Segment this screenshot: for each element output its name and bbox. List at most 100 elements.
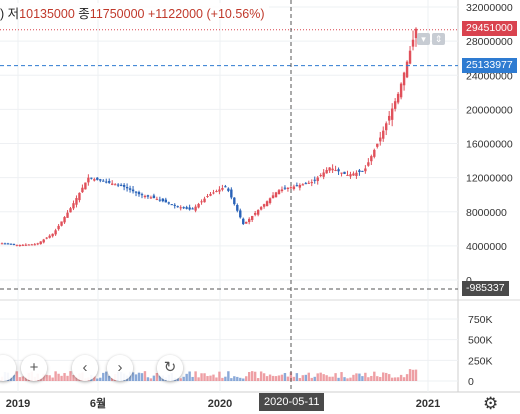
candle-body [405, 61, 409, 78]
ohlc-legend: ) 저10135000 종11750000 +1122000 (+10.56%) [0, 3, 269, 21]
candle-body [137, 192, 141, 195]
candle-body [313, 179, 316, 181]
volume-bar [137, 372, 141, 381]
volume-bar [12, 374, 16, 381]
volume-bar [206, 376, 209, 381]
volume-bar [414, 369, 418, 381]
candle-body [9, 243, 13, 245]
volume-bar [182, 376, 185, 381]
candle-body [173, 204, 176, 206]
candle-body [265, 201, 269, 207]
volume-bar [376, 376, 379, 381]
volume-bar [176, 378, 179, 381]
volume-bar [361, 376, 364, 381]
candle-body [209, 193, 212, 196]
candle-body [253, 213, 257, 215]
volume-bar [24, 376, 28, 381]
candle-body [158, 199, 162, 201]
candle-body [125, 187, 129, 189]
candle-body [322, 172, 325, 177]
volume-bar [96, 378, 99, 381]
volume-bar [277, 375, 281, 381]
volume-bar [382, 372, 385, 381]
volume-bar [203, 373, 206, 381]
candle-body [337, 169, 340, 172]
candle-body [33, 244, 36, 246]
candle-body [203, 198, 206, 203]
volume-bar [45, 374, 48, 381]
candle-body [283, 187, 287, 189]
volume-bar [390, 377, 394, 381]
candle-body [319, 175, 322, 177]
zoom-in-button[interactable]: + [21, 355, 47, 381]
scroll-left-button[interactable] [0, 355, 16, 381]
volume-bar [57, 373, 60, 381]
volume-bar [301, 375, 305, 381]
volume-bar [39, 377, 42, 381]
candle-body [194, 206, 197, 211]
gear-icon[interactable]: ⚙ [483, 394, 499, 413]
volume-bar [242, 378, 245, 381]
candle-body [289, 187, 293, 189]
candle-body [140, 194, 144, 196]
volume-bar [128, 371, 132, 381]
candle-body [307, 182, 310, 184]
candle-body [355, 172, 358, 176]
volume-bar [307, 372, 310, 381]
low-label: 저 [7, 7, 20, 21]
candle-body [15, 244, 19, 246]
volume-bar [239, 377, 242, 381]
prev-button[interactable]: ‹ [72, 355, 98, 381]
candle-body [385, 123, 388, 131]
candle-body [119, 184, 123, 186]
volume-bar [51, 377, 54, 381]
low-value: 10135000 [19, 7, 75, 21]
volume-bar [370, 375, 373, 381]
volume-bar [310, 377, 313, 381]
volume-bar [63, 373, 66, 381]
candle-body [224, 186, 227, 188]
volume-bar [265, 376, 269, 381]
volume-bar [304, 374, 307, 381]
candle-body [346, 174, 349, 176]
candle-body [6, 243, 10, 245]
volume-bar [102, 372, 105, 381]
volume-bar [346, 378, 349, 381]
candle-body [328, 167, 331, 171]
volume-bar [259, 371, 263, 381]
candle-body [393, 101, 397, 109]
candle-body [63, 217, 66, 223]
volume-bar [42, 373, 45, 381]
candle-body [242, 218, 245, 224]
volume-bar [334, 373, 337, 381]
reset-view-button[interactable]: ↻ [157, 355, 183, 381]
candle-body [352, 173, 355, 176]
candle-body [81, 187, 84, 193]
volume-bar [200, 373, 203, 381]
volume-bar [253, 371, 257, 381]
volume-bar [194, 371, 197, 381]
candle-body [102, 180, 105, 182]
volume-bar [215, 377, 218, 381]
expand-up-icon[interactable]: ⇕ [432, 33, 445, 45]
volume-tick-label: 750K [468, 314, 493, 326]
candle-body [239, 210, 242, 218]
candle-body [48, 235, 51, 238]
volume-bar [393, 377, 397, 381]
candle-body [376, 143, 379, 147]
volume-bar [108, 375, 111, 381]
next-button[interactable]: › [107, 355, 133, 381]
y-tick-label: 4000000 [466, 241, 507, 253]
volume-bar [352, 374, 355, 381]
candle-body [99, 179, 102, 181]
candle-body [84, 182, 87, 190]
volume-bar [408, 369, 412, 381]
collapse-down-icon[interactable]: ▾ [417, 33, 430, 45]
volume-bar [15, 371, 19, 381]
last-price-tag: 29451000 [462, 21, 517, 36]
y-tick-label: 24000000 [466, 70, 513, 82]
volume-bar [54, 371, 57, 381]
candle-body [259, 207, 263, 210]
candle-body [316, 177, 319, 182]
